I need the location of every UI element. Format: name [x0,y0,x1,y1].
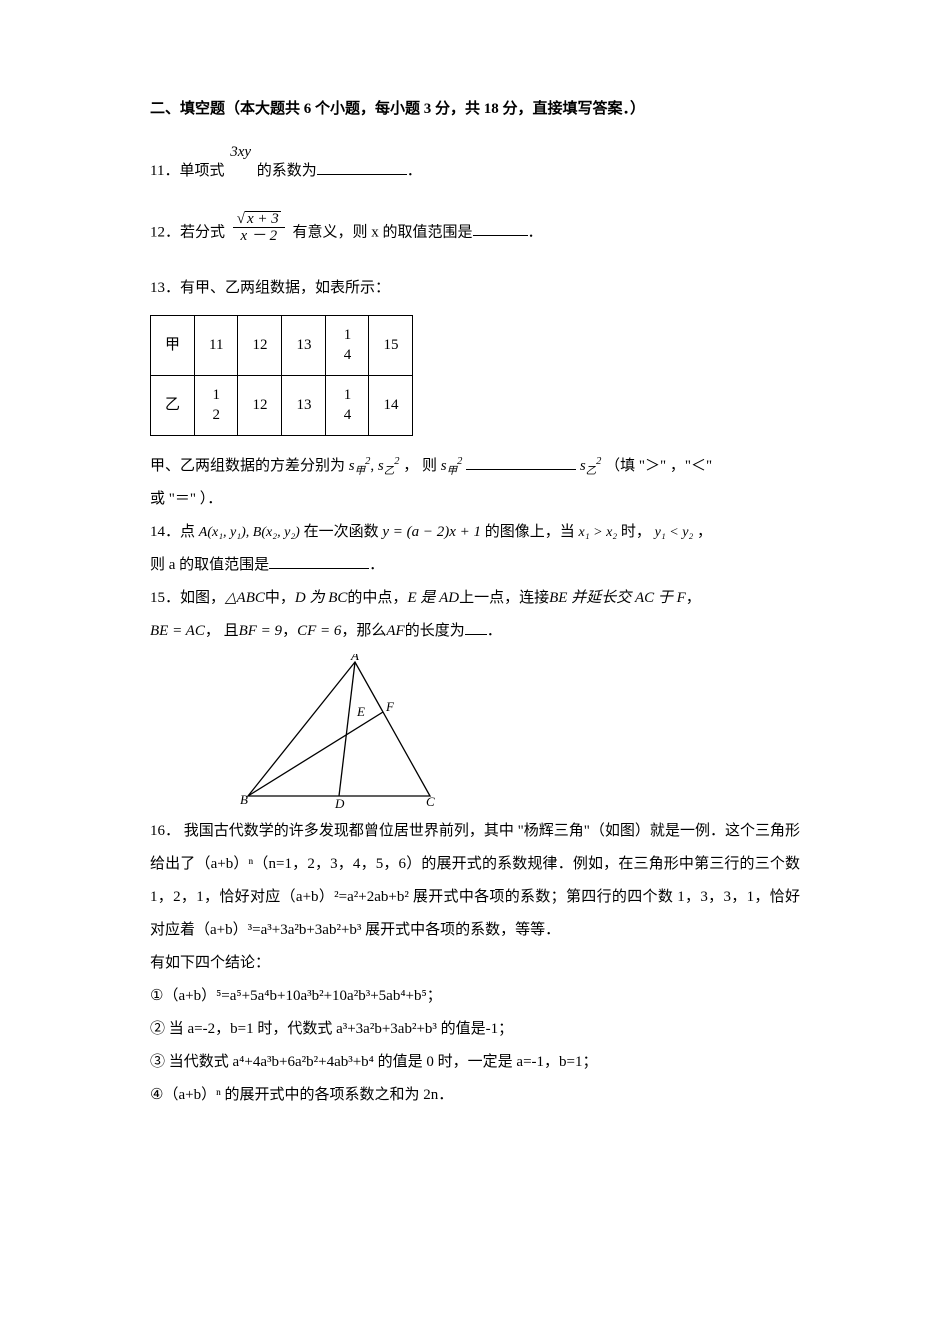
cell: 13 [282,376,326,436]
q11-prefix: 11．单项式 [150,163,224,179]
cell: 12 [238,316,282,376]
question-12: 12．若分式 √x + 3 x － 2 有意义，则 x 的取值范围是． [150,216,800,250]
question-15-line2: BE = AC， 且BF = 9，CF = 6，那么AF的长度为． [150,615,800,648]
q12-den: x － 2 [233,228,285,245]
q14-tail: ． [369,557,384,573]
label-D: D [334,796,345,809]
question-14-line2: 则 a 的取值范围是 ． [150,549,800,582]
label-C: C [426,794,435,809]
cell: 12 [195,376,238,436]
table-row: 甲 11 12 13 14 15 [151,316,413,376]
cell: 14 [369,376,413,436]
cell: 12 [238,376,282,436]
question-16-i2: ② 当 a=-2，b=1 时，代数式 a³+3a²b+3ab²+b³ 的值是-1… [150,1013,800,1046]
q11-term: 3xy [230,144,251,160]
cell: 14 [326,316,369,376]
s-jia-2: s甲2 [441,458,463,474]
cell: 13 [282,316,326,376]
q14-blank [269,553,369,569]
cell: 11 [195,316,238,376]
q14-pts: A(x₁, y₁), B(x₂, y₂) [199,525,300,540]
cell: 14 [326,376,369,436]
cell: 乙 [151,376,195,436]
q12-sqrt-body: x + 3 [245,211,281,227]
q13-line-a: 甲、乙两组数据的方差分别为 [150,458,345,474]
q14-prefix: 14．点 [150,524,195,540]
s-yi-2: s乙2 [580,458,602,474]
q15-blank [465,619,487,635]
q14-fn: y = (a − 2)x + 1 [382,524,481,540]
question-13-or: 或 "＝" ）． [150,483,800,516]
cell: 15 [369,316,413,376]
question-16-i1: ①（a+b）⁵=a⁵+5a⁴b+10a³b²+10a²b³+5ab⁴+b⁵； [150,980,800,1013]
label-F: F [385,699,395,714]
q11-tail: ． [407,163,422,179]
question-16-p2: 有如下四个结论： [150,947,800,980]
s-jia: s甲2 [349,458,371,474]
q13-table: 甲 11 12 13 14 15 乙 12 12 13 14 14 [150,315,413,436]
label-B: B [240,792,248,807]
q11-after: 的系数为 [257,163,317,179]
q11-blank [317,159,407,175]
q14-cond2: y₁ < y₂ [655,525,694,540]
question-13-body: 甲、乙两组数据的方差分别为 s甲2, s乙2 ， 则 s甲2 s乙2 （填 "＞… [150,450,800,483]
q13-blank [466,454,576,470]
q12-after: 有意义，则 x 的取值范围是 [293,224,473,240]
q14-when: 时， [621,524,651,540]
question-15-line1: 15．如图，△ABC中，D 为 BC的中点，E 是 AD上一点，连接BE 并延长… [150,582,800,615]
question-16-i4: ④（a+b）ⁿ 的展开式中的各项系数之和为 2n． [150,1079,800,1112]
q15-figure: A B C D E F [240,654,435,809]
table-row: 乙 12 12 13 14 14 [151,376,413,436]
q12-prefix: 12．若分式 [150,224,225,240]
s-yi: s乙2 [378,458,400,474]
q13-then: 则 [422,458,437,474]
q13-hint: （填 "＞" ，"＜" [605,458,712,474]
question-16-p1: 16． 我国古代数学的许多发现都曾位居世界前列，其中 "杨辉三角"（如图）就是一… [150,815,800,947]
label-E: E [356,704,365,719]
q14-ongraph: 的图像上，当 [485,524,575,540]
question-13-intro: 13．有甲、乙两组数据，如表所示： [150,272,800,305]
q14-then: 则 a 的取值范围是 [150,557,269,573]
q12-blank [473,220,528,236]
q14-onfn: 在一次函数 [304,524,379,540]
cell: 甲 [151,316,195,376]
question-16-i3: ③ 当代数式 a⁴+4a³b+6a²b²+4ab³+b⁴ 的值是 0 时，一定是… [150,1046,800,1079]
question-11: 11．单项式 3xy 的系数为 ． [150,146,800,188]
question-14: 14．点 A(x₁, y₁), B(x₂, y₂) 在一次函数 y = (a −… [150,516,800,549]
q12-tail: ． [528,224,543,240]
section-heading: 二、填空题（本大题共 6 个小题，每小题 3 分，共 18 分，直接填写答案．） [150,93,800,126]
q14-cond1: x₁ > x₂ [579,525,618,540]
label-A: A [350,654,359,663]
